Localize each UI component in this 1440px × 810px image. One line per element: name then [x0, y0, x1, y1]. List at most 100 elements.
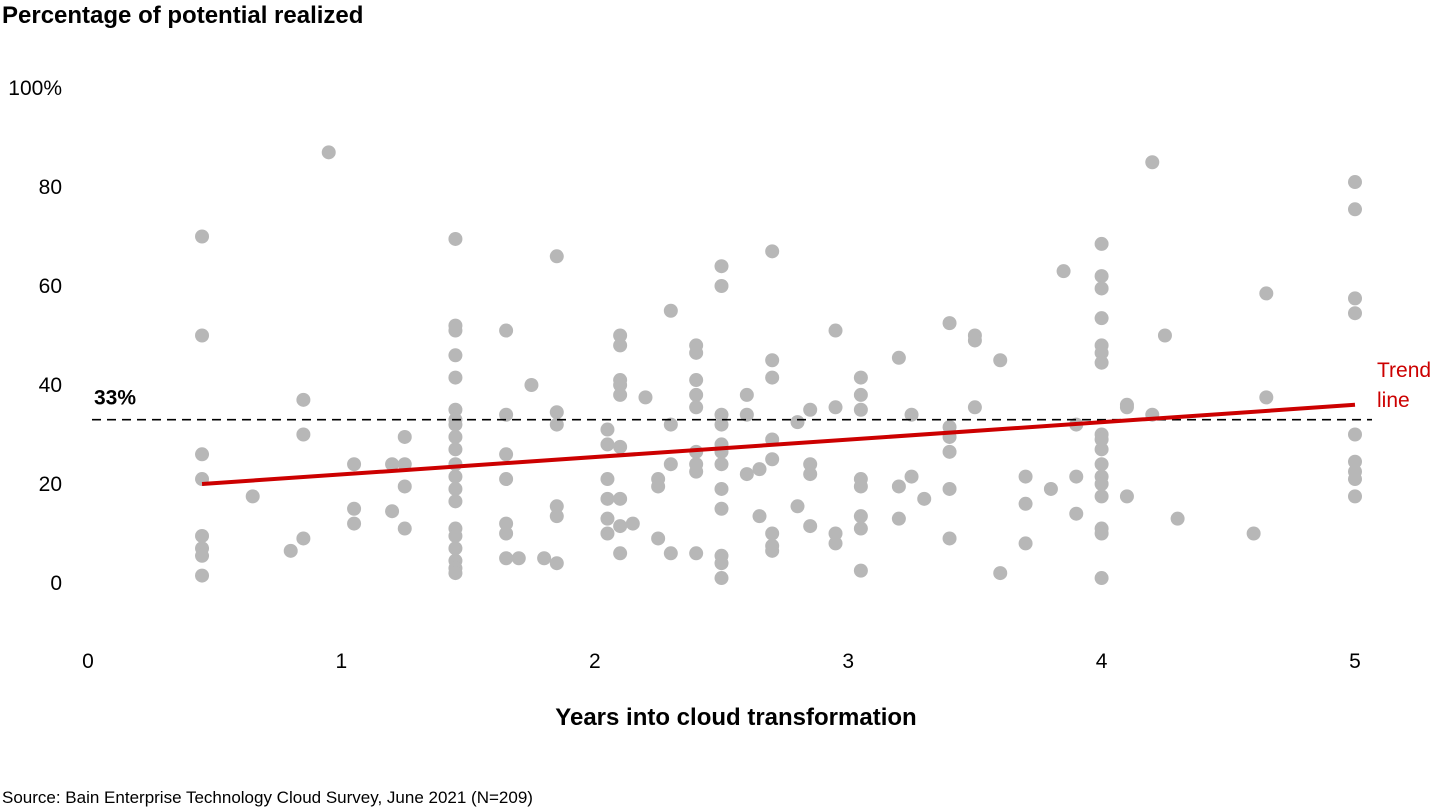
x-tick-label: 0: [82, 650, 94, 673]
data-point: [828, 400, 843, 415]
data-point: [714, 571, 729, 586]
data-point: [1348, 306, 1362, 321]
data-points: [195, 145, 1362, 586]
data-point: [689, 345, 704, 360]
data-point: [511, 551, 526, 566]
y-tick-label: 20: [39, 473, 62, 496]
data-point: [853, 370, 868, 385]
x-axis-ticks: 0 1 2 3 4 5: [82, 650, 1361, 673]
data-point: [853, 479, 868, 494]
data-point: [904, 407, 919, 422]
data-point: [1348, 291, 1362, 306]
data-point: [765, 543, 780, 558]
data-point: [651, 531, 666, 546]
data-point: [613, 387, 628, 402]
data-point: [448, 402, 463, 417]
data-point: [613, 491, 628, 506]
data-point: [283, 543, 298, 558]
x-tick-label: 5: [1349, 650, 1361, 673]
data-point: [385, 457, 400, 472]
data-point: [499, 551, 514, 566]
data-point: [853, 521, 868, 536]
data-point: [347, 501, 362, 516]
reference-line-label: 33%: [94, 387, 136, 410]
data-point: [1119, 400, 1134, 415]
data-point: [448, 541, 463, 556]
data-point: [1069, 469, 1084, 484]
data-point: [613, 328, 628, 343]
data-point: [448, 528, 463, 543]
data-point: [651, 479, 666, 494]
data-point: [499, 526, 514, 541]
data-point: [1246, 526, 1261, 541]
data-point: [524, 378, 539, 392]
data-point: [714, 259, 729, 274]
data-point: [1348, 472, 1362, 487]
data-point: [448, 469, 463, 484]
y-tick-label: 80: [39, 176, 62, 199]
data-point: [499, 447, 514, 462]
data-point: [1094, 269, 1109, 284]
data-point: [1119, 489, 1134, 504]
data-point: [1348, 175, 1362, 190]
data-point: [549, 509, 564, 524]
data-point: [739, 387, 754, 402]
data-point: [549, 405, 564, 420]
data-point: [613, 439, 628, 454]
data-point: [195, 229, 210, 244]
data-point: [803, 402, 818, 417]
data-point: [1094, 526, 1109, 541]
data-point: [967, 400, 982, 415]
data-point: [853, 563, 868, 578]
y-tick-label: 40: [39, 374, 62, 397]
data-point: [765, 353, 780, 368]
data-point: [1157, 328, 1172, 343]
data-point: [448, 370, 463, 385]
data-point: [1018, 536, 1033, 551]
data-point: [448, 231, 463, 246]
data-point: [625, 516, 640, 531]
data-point: [752, 462, 767, 477]
data-point: [714, 417, 729, 432]
data-point: [942, 481, 957, 496]
data-point: [1094, 236, 1109, 251]
data-point: [891, 350, 906, 365]
data-point: [993, 566, 1008, 581]
data-point: [600, 472, 615, 487]
data-point: [321, 145, 336, 160]
y-tick-label: 100%: [8, 77, 62, 100]
data-point: [448, 348, 463, 363]
data-point: [765, 452, 780, 467]
data-point: [448, 323, 463, 338]
data-point: [613, 338, 628, 353]
data-point: [613, 519, 628, 534]
data-point: [663, 546, 678, 561]
data-point: [448, 457, 463, 472]
data-point: [600, 526, 615, 541]
data-point: [600, 422, 615, 437]
data-point: [397, 479, 412, 494]
data-point: [739, 467, 754, 482]
data-point: [296, 392, 311, 407]
data-point: [613, 546, 628, 561]
data-point: [1348, 427, 1362, 442]
data-point: [689, 464, 704, 479]
data-point: [714, 407, 729, 422]
data-point: [1094, 477, 1109, 491]
data-point: [1094, 355, 1109, 370]
data-point: [448, 442, 463, 457]
x-tick-label: 1: [336, 650, 348, 673]
data-point: [891, 479, 906, 494]
data-point: [347, 457, 362, 472]
data-point: [1018, 469, 1033, 484]
data-point: [790, 499, 805, 514]
data-point: [904, 469, 919, 484]
data-point: [853, 402, 868, 417]
source-note: Source: Bain Enterprise Technology Cloud…: [2, 788, 533, 807]
x-axis-title: Years into cloud transformation: [555, 704, 917, 731]
data-point: [397, 429, 412, 444]
y-axis-ticks: 0 20 40 60 80 100%: [8, 77, 62, 595]
data-point: [448, 494, 463, 509]
data-point: [195, 447, 210, 462]
data-point: [765, 370, 780, 385]
